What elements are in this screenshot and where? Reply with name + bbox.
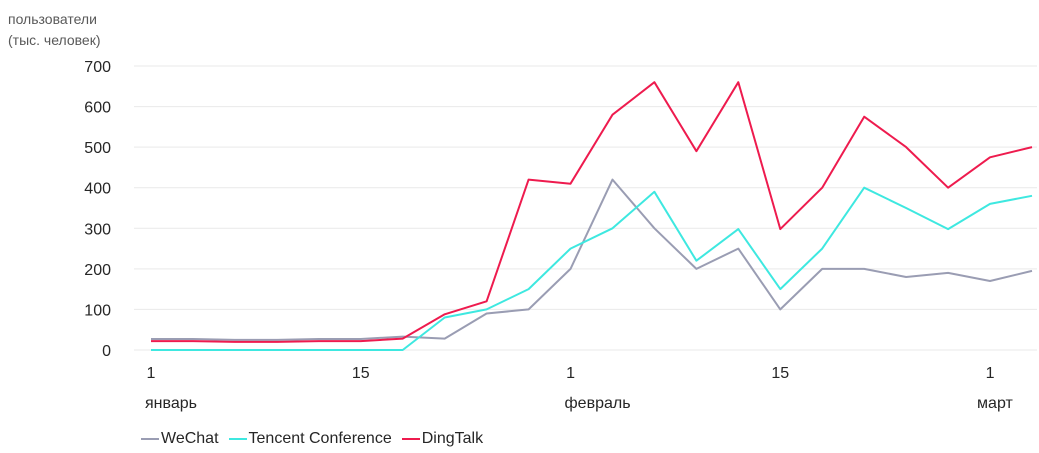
y-axis-title-line-2: (тыс. человек) xyxy=(8,32,101,48)
y-tick-label: 600 xyxy=(84,100,111,117)
legend-label: WeChat xyxy=(161,430,219,447)
series-lines xyxy=(151,81,1033,351)
x-month-label: март xyxy=(977,395,1013,412)
legend-label: Tencent Conference xyxy=(248,430,392,447)
y-tick-label: 100 xyxy=(84,302,111,319)
legend-label: DingTalk xyxy=(421,430,484,447)
y-tick-label: 0 xyxy=(102,343,111,360)
x-month-label: февраль xyxy=(565,395,631,412)
series-line-tencent-conference xyxy=(151,186,1033,351)
series-line-wechat xyxy=(151,178,1033,341)
legend-swatch xyxy=(141,438,159,440)
y-axis-title: пользователи (тыс. человек) xyxy=(8,9,101,51)
x-tick-label: 15 xyxy=(352,365,370,382)
y-tick-label: 200 xyxy=(84,262,111,279)
y-tick-label: 400 xyxy=(84,181,111,198)
y-tick-label: 500 xyxy=(84,140,111,157)
y-tick-label: 700 xyxy=(84,59,111,76)
legend-swatch xyxy=(228,438,247,440)
x-tick-label: 1 xyxy=(147,365,156,382)
x-tick-label: 15 xyxy=(771,365,789,382)
y-tick-label: 300 xyxy=(84,221,111,238)
x-tick-label: 1 xyxy=(986,365,995,382)
legend-swatch xyxy=(401,438,420,440)
series-line-dingtalk xyxy=(151,81,1033,343)
legend-item-dingtalk: DingTalk xyxy=(401,430,484,448)
legend: WeChat Tencent Conference DingTalk xyxy=(141,430,493,448)
x-month-label: январь xyxy=(145,395,197,412)
grid-lines xyxy=(134,65,1037,351)
x-tick-label: 1 xyxy=(566,365,575,382)
y-axis-ticks: 0 100 200 300 400 500 600 700 xyxy=(84,59,111,360)
y-axis-title-line-1: пользователи xyxy=(8,11,97,27)
legend-item-wechat: WeChat xyxy=(141,430,219,448)
legend-item-tencent-conference: Tencent Conference xyxy=(228,430,392,448)
x-axis-ticks: 1 январь 15 1 февраль 15 1 март xyxy=(145,365,1013,412)
